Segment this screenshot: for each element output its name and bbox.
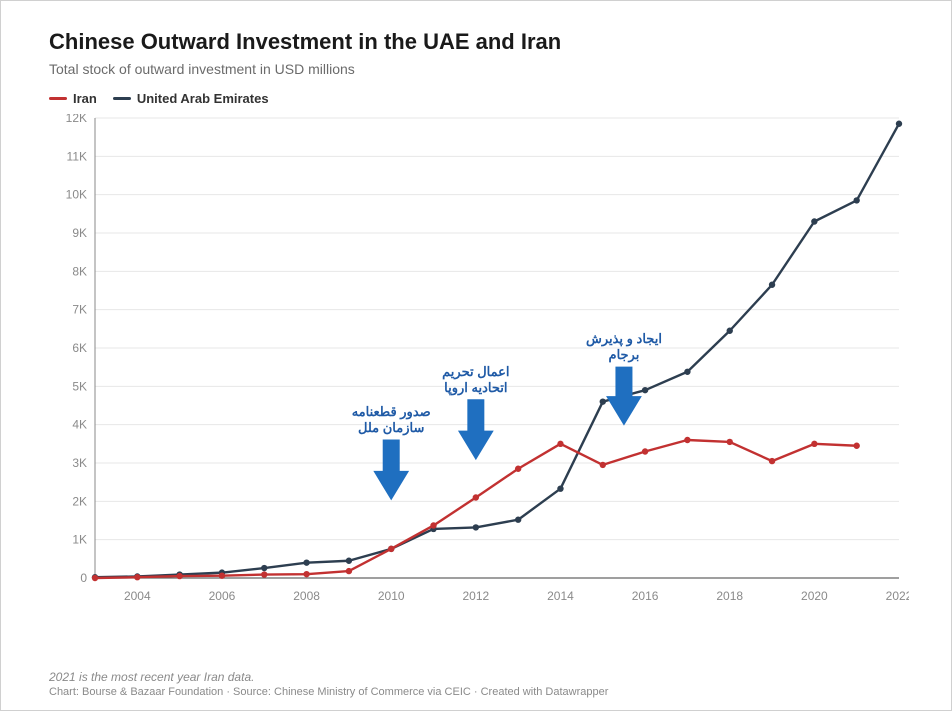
y-tick-label: 9K xyxy=(72,226,87,240)
data-point xyxy=(557,485,563,491)
x-tick-label: 2012 xyxy=(462,589,489,603)
data-point xyxy=(515,466,521,472)
legend-label-uae: United Arab Emirates xyxy=(137,91,269,106)
legend-label-iran: Iran xyxy=(73,91,97,106)
y-tick-label: 0 xyxy=(80,571,87,585)
data-point xyxy=(261,571,267,577)
data-point xyxy=(727,439,733,445)
data-point xyxy=(261,565,267,571)
legend-swatch-iran xyxy=(49,97,67,100)
annotation-label: اعمال تحریم xyxy=(442,364,509,380)
data-point xyxy=(303,559,309,565)
y-tick-label: 11K xyxy=(67,149,87,163)
x-tick-label: 2004 xyxy=(124,589,151,603)
annotation-label: اتحادیه اروپا xyxy=(444,380,507,396)
y-tick-label: 5K xyxy=(72,379,87,393)
legend-swatch-uae xyxy=(113,97,131,100)
data-point xyxy=(727,328,733,334)
x-tick-label: 2006 xyxy=(209,589,236,603)
data-point xyxy=(473,524,479,530)
x-tick-label: 2008 xyxy=(293,589,320,603)
y-tick-label: 3K xyxy=(72,456,87,470)
data-point xyxy=(600,398,606,404)
annotation-label: صدور قطعنامه xyxy=(352,404,431,420)
data-point xyxy=(303,571,309,577)
legend-item-uae: United Arab Emirates xyxy=(113,91,269,106)
annotation-label: ایجاد و پذیرش xyxy=(586,331,662,347)
data-point xyxy=(346,558,352,564)
data-point xyxy=(811,441,817,447)
y-tick-label: 7K xyxy=(72,303,87,317)
footer: 2021 is the most recent year Iran data. … xyxy=(49,670,911,698)
data-point xyxy=(219,573,225,579)
data-point xyxy=(853,443,859,449)
data-point xyxy=(92,575,98,581)
y-tick-label: 2K xyxy=(72,494,87,508)
page: Chinese Outward Investment in the UAE an… xyxy=(0,0,952,711)
y-tick-label: 4K xyxy=(72,418,87,432)
data-point xyxy=(600,462,606,468)
data-point xyxy=(388,546,394,552)
chart: 0 1K 2K 3K 4K 5K 6K 7K 8K 9K 10K 11K 12K 2004 2006 2008… xyxy=(49,114,909,624)
annotation-label: سازمان ملل xyxy=(358,420,424,436)
y-tick-label: 8K xyxy=(72,264,87,278)
chart-svg: 0 1K 2K 3K 4K 5K 6K 7K 8K 9K 10K 11K 12K 2004 2006 2008… xyxy=(49,114,909,624)
data-point xyxy=(473,494,479,500)
data-point xyxy=(515,517,521,523)
chart-subtitle: Total stock of outward investment in USD… xyxy=(49,61,911,77)
x-tick-label: 2014 xyxy=(547,589,574,603)
chart-title: Chinese Outward Investment in the UAE an… xyxy=(49,29,911,55)
data-point xyxy=(430,522,436,528)
y-tick-label: 12K xyxy=(66,114,87,125)
data-point xyxy=(684,369,690,375)
x-tick-label: 2020 xyxy=(801,589,828,603)
legend: Iran United Arab Emirates xyxy=(49,91,911,106)
series-line-uae xyxy=(95,124,899,577)
x-tick-label: 2010 xyxy=(378,589,405,603)
y-tick-label: 10K xyxy=(66,188,87,202)
x-tick-label: 2018 xyxy=(716,589,743,603)
data-point xyxy=(811,218,817,224)
data-point xyxy=(642,448,648,454)
data-point xyxy=(853,197,859,203)
annotation-arrow-icon xyxy=(374,440,408,499)
data-point xyxy=(769,282,775,288)
annotation-arrow-icon xyxy=(459,400,493,459)
data-point xyxy=(769,458,775,464)
annotation-label: برجام xyxy=(609,347,640,363)
y-tick-label: 1K xyxy=(72,533,87,547)
y-tick-label: 6K xyxy=(72,341,87,355)
x-tick-label: 2022 xyxy=(886,589,909,603)
data-point xyxy=(134,574,140,580)
data-point xyxy=(684,437,690,443)
data-point xyxy=(557,441,563,447)
annotation-arrow-icon xyxy=(607,367,641,424)
series-line-iran xyxy=(95,440,857,578)
footer-note: 2021 is the most recent year Iran data. xyxy=(49,670,911,684)
data-point xyxy=(346,568,352,574)
legend-item-iran: Iran xyxy=(49,91,97,106)
data-point xyxy=(176,573,182,579)
data-point xyxy=(642,387,648,393)
footer-credit: Chart: Bourse & Bazaar Foundation · Sour… xyxy=(49,686,911,698)
data-point xyxy=(896,121,902,127)
x-tick-label: 2016 xyxy=(632,589,659,603)
